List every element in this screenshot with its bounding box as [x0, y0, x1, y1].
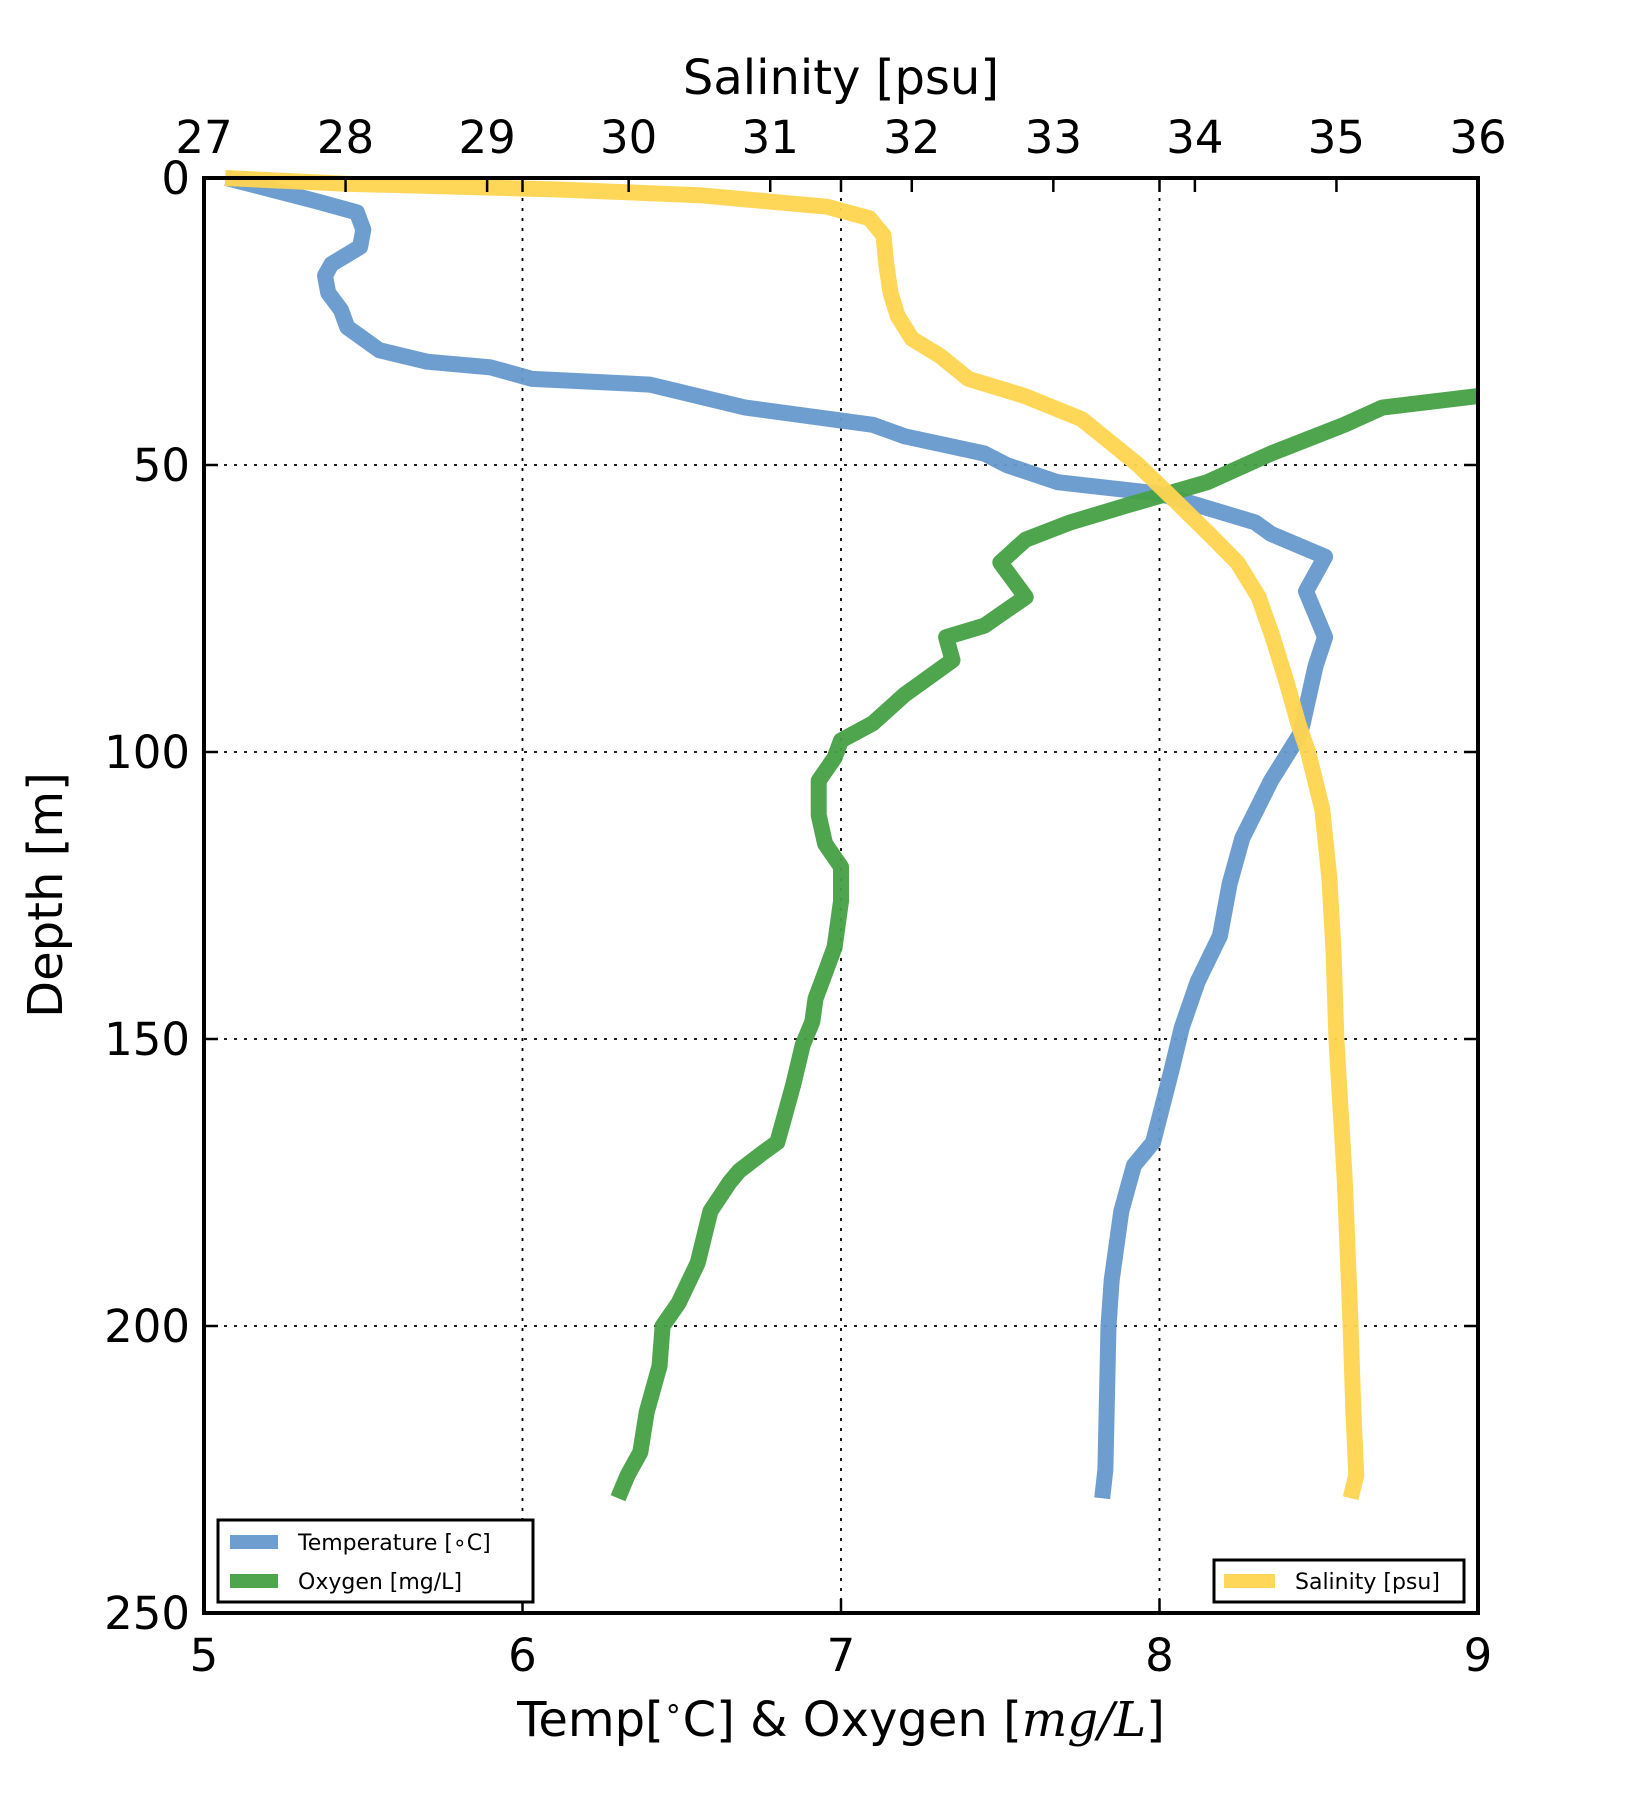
bottom-axis-label-degree: ∘: [664, 1691, 683, 1726]
legend-lower-left-frame: [216, 1518, 535, 1604]
top-tick-label: 31: [742, 111, 799, 164]
left-tick-label: 200: [104, 1300, 190, 1353]
top-tick-label: 30: [600, 111, 657, 164]
top-tick-label: 28: [317, 111, 374, 164]
left-tick-label: 150: [104, 1013, 190, 1066]
top-tick-label: 36: [1449, 111, 1506, 164]
left-tick-label: 250: [104, 1587, 190, 1640]
bottom-axis-label-end: ]: [1146, 1692, 1165, 1748]
bottom-axis-label-part2: C] & Oxygen [: [683, 1692, 1022, 1748]
top-tick-label: 32: [883, 111, 940, 164]
top-tick-label: 35: [1308, 111, 1365, 164]
series-line-oxygen: [610, 388, 1479, 1502]
bottom-tick-label: 8: [1145, 1629, 1174, 1682]
left-tick-label: 50: [133, 439, 190, 492]
left-tick-label: 0: [161, 152, 190, 205]
series-line-temperature: [224, 170, 1334, 1500]
series-line-salinity: [224, 170, 1365, 1501]
tick-layer: 5 6 7 8 9 27 28 29 30 31 32 33 34 35 36 0 50 100 150 200 250: [104, 111, 1507, 1682]
top-tick-label: 34: [1166, 111, 1223, 164]
bottom-tick-label: 7: [827, 1629, 856, 1682]
series-layer: [224, 170, 1479, 1502]
bottom-tick-label: 6: [508, 1629, 537, 1682]
bottom-tick-label: 5: [190, 1629, 219, 1682]
bottom-tick-label: 9: [1464, 1629, 1493, 1682]
legend-label-temperature: Temperature [∘C]: [297, 1531, 491, 1556]
bottom-axis-label: Temp[∘C] & Oxygen [mg/L]: [516, 1691, 1165, 1748]
left-axis-label: Depth [m]: [18, 772, 74, 1018]
top-tick-label: 33: [1025, 111, 1082, 164]
top-tick-label: 27: [175, 111, 232, 164]
top-axis-label: Salinity [psu]: [683, 50, 999, 106]
legend-lower-left: Temperature [∘C] Oxygen [mg/L]: [216, 1518, 535, 1604]
left-tick-label: 100: [104, 726, 190, 779]
bottom-axis-label-math: mg/L: [1022, 1692, 1146, 1748]
bottom-axis-label-part1: Temp[: [516, 1692, 664, 1748]
legend-label-oxygen: Oxygen [mg/L]: [298, 1570, 462, 1595]
legend-label-salinity: Salinity [psu]: [1295, 1570, 1440, 1595]
legend-lower-right: Salinity [psu]: [1212, 1558, 1466, 1604]
top-tick-label: 29: [458, 111, 515, 164]
